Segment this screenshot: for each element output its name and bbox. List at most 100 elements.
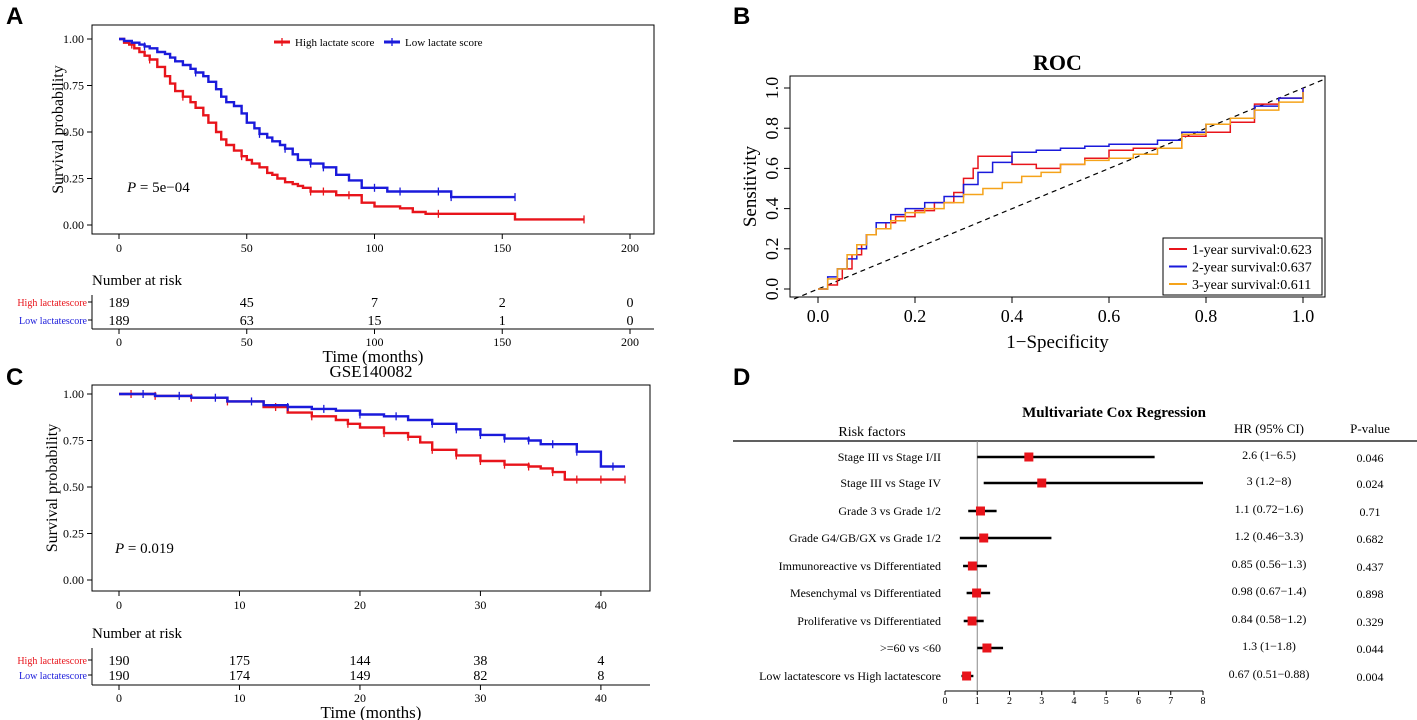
risk-x-tick-label: 150: [493, 335, 511, 349]
reference-diagonal: [793, 78, 1326, 300]
km-curve-high: [119, 37, 584, 221]
p-value: 0.437: [1357, 560, 1384, 574]
p-value: 0.024: [1357, 477, 1384, 491]
x-tick-label: 8: [1201, 696, 1206, 707]
x-tick-label: 0.2: [904, 306, 927, 326]
hr-value: 1.1 (0.72−1.6): [1235, 502, 1304, 516]
hr-marker: [982, 643, 992, 653]
risk-x-tick-label: 100: [366, 335, 384, 349]
risk-factor-label: >=60 vs <60: [880, 641, 941, 655]
x-tick-label: 10: [233, 598, 245, 612]
y-tick-label: 0.50: [63, 125, 84, 139]
y-tick-label: 0.25: [63, 172, 84, 186]
hr-value: 0.84 (0.58−1.2): [1232, 612, 1307, 626]
risk-value: 189: [109, 314, 130, 329]
hr-value: 1.2 (0.46−3.3): [1235, 529, 1304, 543]
chart-title: GSE140082: [329, 362, 412, 381]
risk-x-tick-label: 20: [354, 691, 366, 705]
p-value-label: P = 5e−04: [126, 180, 190, 196]
risk-value: 0: [627, 296, 634, 311]
risk-value: 63: [240, 314, 254, 329]
x-tick-label: 0.0: [807, 306, 830, 326]
hr-marker: [975, 506, 985, 516]
y-tick-label: 0.8: [762, 117, 782, 140]
risk-row-label: High lactatescore: [17, 656, 87, 667]
legend-label: 1-year survival:0.623: [1192, 243, 1312, 258]
risk-value: 149: [349, 669, 370, 684]
hr-value: 0.85 (0.56−1.3): [1232, 557, 1307, 571]
panel-b-roc-plot: ROC 0.0 0.2 0.4 0.6 0.8 1.0 0.0 0.2 0.4 0.6 0.8 1.0 1…: [740, 50, 1326, 353]
y-tick-label: 0.00: [63, 573, 84, 587]
hr-marker: [967, 561, 977, 571]
risk-factor-label: Stage III vs Stage IV: [840, 476, 941, 490]
y-tick-label: 1.0: [762, 77, 782, 100]
hr-value: 0.98 (0.67−1.4): [1232, 584, 1307, 598]
hr-marker: [1037, 478, 1047, 488]
risk-factor-label: Mesenchymal vs Differentiated: [790, 586, 941, 600]
header-hr: HR (95% CI): [1234, 421, 1304, 436]
y-tick-label: 0.75: [63, 434, 84, 448]
x-tick-label: 150: [493, 241, 511, 255]
legend-label: Low lactate score: [405, 37, 483, 49]
p-value: 0.046: [1357, 451, 1384, 465]
risk-value: 144: [349, 654, 370, 669]
hr-marker: [972, 588, 982, 598]
risk-row-label: Low lactatescore: [19, 671, 88, 682]
risk-value: 1: [499, 314, 506, 329]
hr-value: 0.67 (0.51−0.88): [1229, 667, 1310, 681]
risk-x-tick-label: 10: [233, 691, 245, 705]
panel-letter-b: B: [733, 3, 750, 30]
plot-frame: [789, 75, 1326, 298]
risk-value: 8: [597, 669, 604, 684]
x-axis-label: Time (months): [323, 347, 424, 366]
x-tick-label: 6: [1136, 696, 1141, 707]
risk-factor-label: Grade G4/GB/GX vs Grade 1/2: [789, 531, 941, 545]
p-value-text: = 5e−04: [136, 180, 190, 196]
p-value-label: P = 0.019: [114, 541, 174, 557]
risk-value: 174: [229, 669, 250, 684]
risk-value: 190: [109, 654, 130, 669]
risk-value: 45: [240, 296, 254, 311]
risk-value: 82: [473, 669, 487, 684]
risk-value: 189: [109, 296, 130, 311]
y-tick-label: 0.2: [762, 238, 782, 260]
p-value-symbol: P: [126, 180, 136, 196]
y-axis-label: Sensitivity: [740, 145, 761, 227]
risk-factor-label: Stage III vs Stage I/II: [838, 450, 941, 464]
p-value-text: = 0.019: [124, 541, 174, 557]
risk-x-tick-label: 40: [595, 691, 607, 705]
p-value: 0.898: [1357, 587, 1384, 601]
x-axis-label: 1−Specificity: [1006, 332, 1109, 353]
y-tick-label: 1.00: [63, 32, 84, 46]
risk-value: 190: [109, 669, 130, 684]
hr-value: 1.3 (1−1.8): [1242, 639, 1296, 653]
x-tick-label: 200: [621, 241, 639, 255]
hr-marker: [979, 533, 989, 543]
roc-curve-3-year: [818, 92, 1304, 290]
hr-marker: [962, 671, 972, 681]
panel-d-forest-plot: Multivariate Cox Regression Risk factors H…: [733, 405, 1417, 707]
p-value: 0.004: [1357, 670, 1384, 684]
y-tick-label: 0.75: [63, 79, 84, 93]
p-value: 0.682: [1357, 532, 1384, 546]
risk-factor-label: Grade 3 vs Grade 1/2: [838, 504, 941, 518]
risk-x-tick-label: 0: [116, 335, 122, 349]
risk-x-tick-label: 0: [116, 691, 122, 705]
risk-value: 7: [371, 296, 378, 311]
x-tick-label: 1.0: [1292, 306, 1315, 326]
y-tick-label: 0.25: [63, 527, 84, 541]
x-tick-label: 100: [366, 241, 384, 255]
roc-curve-1-year: [818, 88, 1304, 290]
legend-label: 2-year survival:0.637: [1192, 261, 1312, 276]
x-tick-label: 5: [1104, 696, 1109, 707]
risk-row-label: High lactatescore: [17, 298, 87, 309]
hr-marker: [1024, 452, 1034, 462]
risk-x-tick-label: 200: [621, 335, 639, 349]
x-tick-label: 0.6: [1098, 306, 1121, 326]
risk-value: 38: [473, 654, 487, 669]
legend-box: [1162, 237, 1323, 296]
x-tick-label: 0.8: [1195, 306, 1218, 326]
km-curve-low: [119, 392, 625, 468]
km-curve-high: [119, 392, 625, 481]
x-tick-label: 0.4: [1001, 306, 1024, 326]
